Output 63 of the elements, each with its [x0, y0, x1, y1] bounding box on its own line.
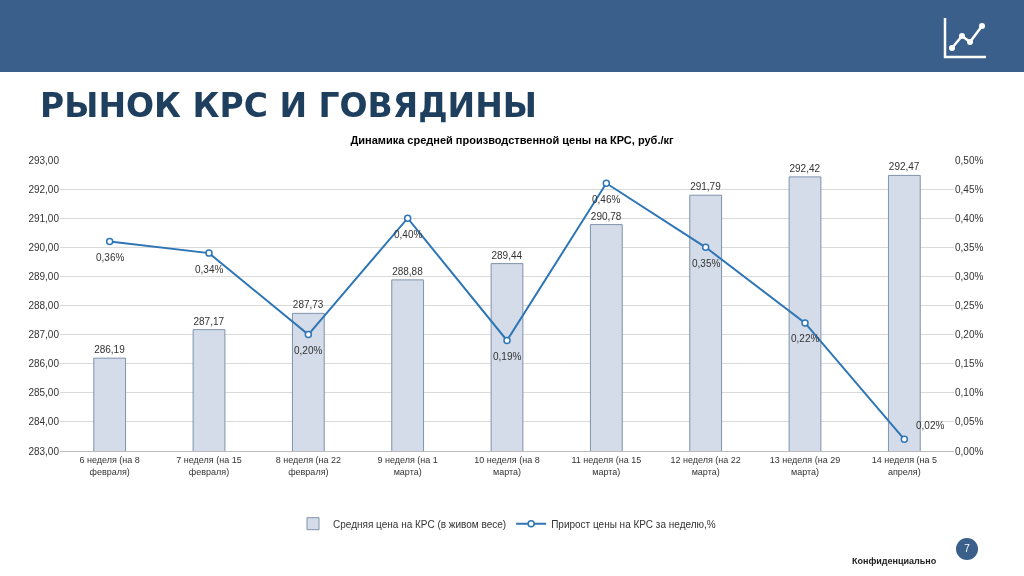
y2-tick-label: 0,05% — [955, 416, 984, 428]
y2-tick-label: 0,25% — [955, 300, 984, 311]
y2-tick-label: 0,00% — [955, 445, 984, 457]
x-tick-label: 9 неделя (на 1 марта) — [377, 454, 438, 477]
y-tick-label: 293,00 — [28, 154, 60, 166]
x-tick-label: 14 неделя (на 5 апреля) — [871, 454, 938, 477]
y-tick-label: 291,00 — [28, 212, 60, 224]
data-label: 289,44 — [491, 249, 523, 261]
x-tick-label: 11 неделя (на 15 марта) — [571, 454, 642, 477]
text: 7 — [956, 538, 978, 560]
y-tick-label: 284,00 — [28, 416, 60, 428]
data-label: 0,02% — [916, 420, 945, 431]
point — [602, 179, 611, 188]
text: Конфиденциально — [852, 556, 937, 566]
legend-label: Средняя цена на КРС (в живом весе) — [333, 518, 507, 530]
y2-tick-label: 0,10% — [955, 387, 984, 399]
y2-tick-label: 0,30% — [955, 270, 984, 282]
data-label: 0,36% — [96, 252, 125, 263]
data-label: 290,78 — [590, 210, 622, 222]
point — [801, 319, 809, 327]
point — [900, 435, 909, 444]
data-label: 288,88 — [392, 265, 424, 277]
data-label: 287,17 — [193, 315, 225, 327]
data-label: 292,42 — [789, 162, 821, 174]
y2-tick-label: 0,35% — [955, 241, 984, 253]
data-label: 0,20% — [294, 345, 323, 356]
data-label: 286,19 — [94, 344, 126, 356]
y-tick-label: 287,00 — [28, 329, 60, 341]
data-label: 0,19% — [493, 351, 522, 362]
data-label: 0,35% — [692, 258, 721, 269]
point — [205, 249, 213, 257]
point — [701, 243, 710, 252]
data-label: 287,73 — [292, 299, 324, 311]
point — [403, 214, 412, 222]
data-label: 0,22% — [791, 333, 820, 344]
y-tick-label: 292,00 — [28, 183, 60, 195]
y-tick-label: 289,00 — [28, 270, 60, 282]
data-label: 292,47 — [888, 161, 920, 173]
y2-tick-label: 0,50% — [955, 154, 984, 166]
y-tick-label: 288,00 — [28, 300, 60, 311]
point — [304, 330, 313, 339]
x-tick-label: 13 неделя (на 29 марта) — [769, 454, 841, 477]
y2-tick-label: 0,45% — [955, 183, 984, 195]
chart-subtitle: Динамика средней производственной цены на КРС, руб./кг — [350, 134, 674, 146]
x-tick-label: 10 неделя (на 8 марта) — [474, 454, 540, 477]
y2-tick-label: 0,15% — [955, 358, 984, 370]
point — [105, 237, 114, 246]
x-tick-label: 12 неделя (на 22 марта) — [670, 454, 741, 477]
x-tick-label: 7 неделя (на 15 февраля) — [176, 454, 242, 477]
data-label: 0,40% — [394, 229, 423, 240]
chart-title: РЫНОК КРС И ГОВЯДИНЫ — [40, 86, 537, 125]
data-label: 0,34% — [195, 264, 224, 275]
y-tick-label: 285,00 — [28, 387, 60, 399]
y2-tick-label: 0,40% — [955, 212, 984, 224]
y-tick-label: 286,00 — [28, 358, 60, 370]
point — [503, 336, 511, 345]
x-tick-label: 8 неделя (на 22 февраля) — [275, 454, 342, 477]
y2-tick-label: 0,20% — [955, 329, 984, 341]
y-tick-label: 283,00 — [28, 445, 60, 457]
data-label: 291,79 — [690, 181, 722, 193]
y-tick-label: 290,00 — [28, 241, 60, 253]
x-tick-label: 6 неделя (на 8 февраля) — [79, 454, 140, 477]
legend-label: Прирост цены на КРС за неделю,% — [551, 518, 716, 530]
